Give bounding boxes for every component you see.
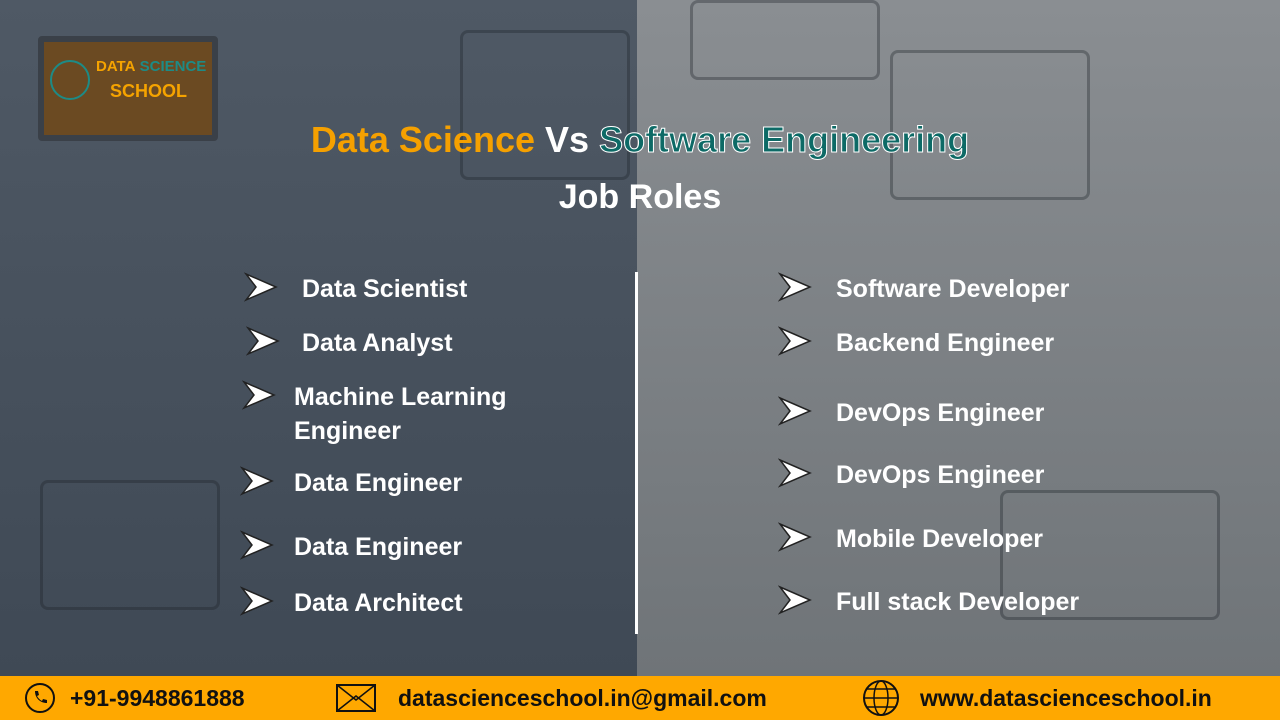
arrow-icon: [778, 272, 812, 302]
mail-icon: [336, 684, 376, 712]
globe-icon: [863, 680, 899, 716]
logo-line1: DATA SCIENCE: [96, 58, 207, 75]
right-role-item: Backend Engineer: [778, 326, 1256, 360]
footer-email[interactable]: datascienceschool.in@gmail.com: [336, 676, 767, 720]
decor-monitor: [40, 480, 220, 610]
left-role-item: Data Scientist: [244, 272, 602, 306]
page-title: Data Science Vs Software Engineering: [310, 119, 970, 161]
role-label: Data Analyst: [302, 329, 453, 357]
right-role-item: Mobile Developer: [778, 522, 1256, 556]
left-role-item: Data Analyst: [246, 326, 602, 360]
footer-phone[interactable]: +91-9948861888: [24, 676, 245, 720]
role-label: DevOps Engineer: [836, 399, 1045, 427]
arrow-icon: [778, 522, 812, 552]
role-label: Data Architect: [294, 589, 463, 617]
page-subtitle: Job Roles: [558, 178, 722, 216]
right-role-item: Full stack Developer: [778, 585, 1256, 619]
arrow-icon: [778, 458, 812, 488]
role-label: Data Engineer: [294, 469, 463, 497]
arrow-icon: [240, 586, 274, 616]
role-label: Full stack Developer: [836, 588, 1080, 616]
phone-icon: [25, 683, 55, 713]
arrow-icon: [244, 272, 278, 302]
decor-monitor: [1000, 490, 1220, 620]
role-label: Mobile Developer: [836, 525, 1043, 553]
arrow-icon: [778, 326, 812, 356]
atom-icon: [50, 60, 90, 100]
arrow-icon: [240, 466, 274, 496]
role-label: Data Engineer: [294, 533, 463, 561]
decor-monitor: [690, 0, 880, 80]
decor-chart: [460, 30, 630, 180]
right-role-item: Software Developer: [778, 272, 1256, 306]
footer: +91-9948861888 datascienceschool.in@gmai…: [0, 676, 1280, 720]
right-background: [637, 0, 1280, 676]
right-role-item: DevOps Engineer: [778, 458, 1256, 492]
arrow-icon: [240, 530, 274, 560]
left-role-item: Data Engineer: [240, 466, 594, 500]
arrow-icon: [778, 396, 812, 426]
divider: [635, 272, 638, 634]
arrow-icon: [242, 380, 276, 410]
logo-line2: SCHOOL: [110, 81, 188, 101]
role-label: Software Developer: [836, 275, 1070, 303]
arrow-icon: [246, 326, 280, 356]
role-label: Machine Learning Engineer: [294, 383, 507, 445]
left-role-item: Machine Learning Engineer: [242, 380, 594, 448]
right-role-item: DevOps Engineer: [778, 396, 1256, 430]
role-label: Backend Engineer: [836, 329, 1055, 357]
role-label: Data Scientist: [302, 275, 468, 303]
decor-laptop: [890, 50, 1090, 200]
logo: DATA SCIENCE SCHOOL: [38, 36, 218, 141]
left-role-item: Data Architect: [240, 586, 594, 620]
role-label: DevOps Engineer: [836, 461, 1045, 489]
arrow-icon: [778, 585, 812, 615]
footer-website[interactable]: www.datascienceschool.in: [862, 676, 1212, 720]
left-role-item: Data Engineer: [240, 530, 594, 564]
